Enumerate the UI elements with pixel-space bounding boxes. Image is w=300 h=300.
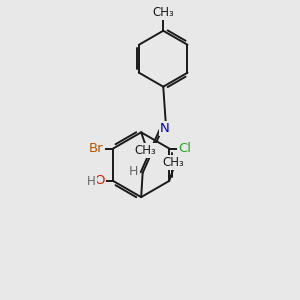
Text: CH₃: CH₃ bbox=[152, 6, 174, 19]
Text: CH₃: CH₃ bbox=[163, 156, 184, 169]
Text: N: N bbox=[160, 122, 169, 135]
Text: CH₃: CH₃ bbox=[135, 144, 157, 157]
Text: H: H bbox=[128, 165, 138, 178]
Text: Cl: Cl bbox=[178, 142, 191, 155]
Text: O: O bbox=[94, 174, 105, 188]
Text: Br: Br bbox=[89, 142, 103, 155]
Text: H: H bbox=[87, 175, 96, 188]
